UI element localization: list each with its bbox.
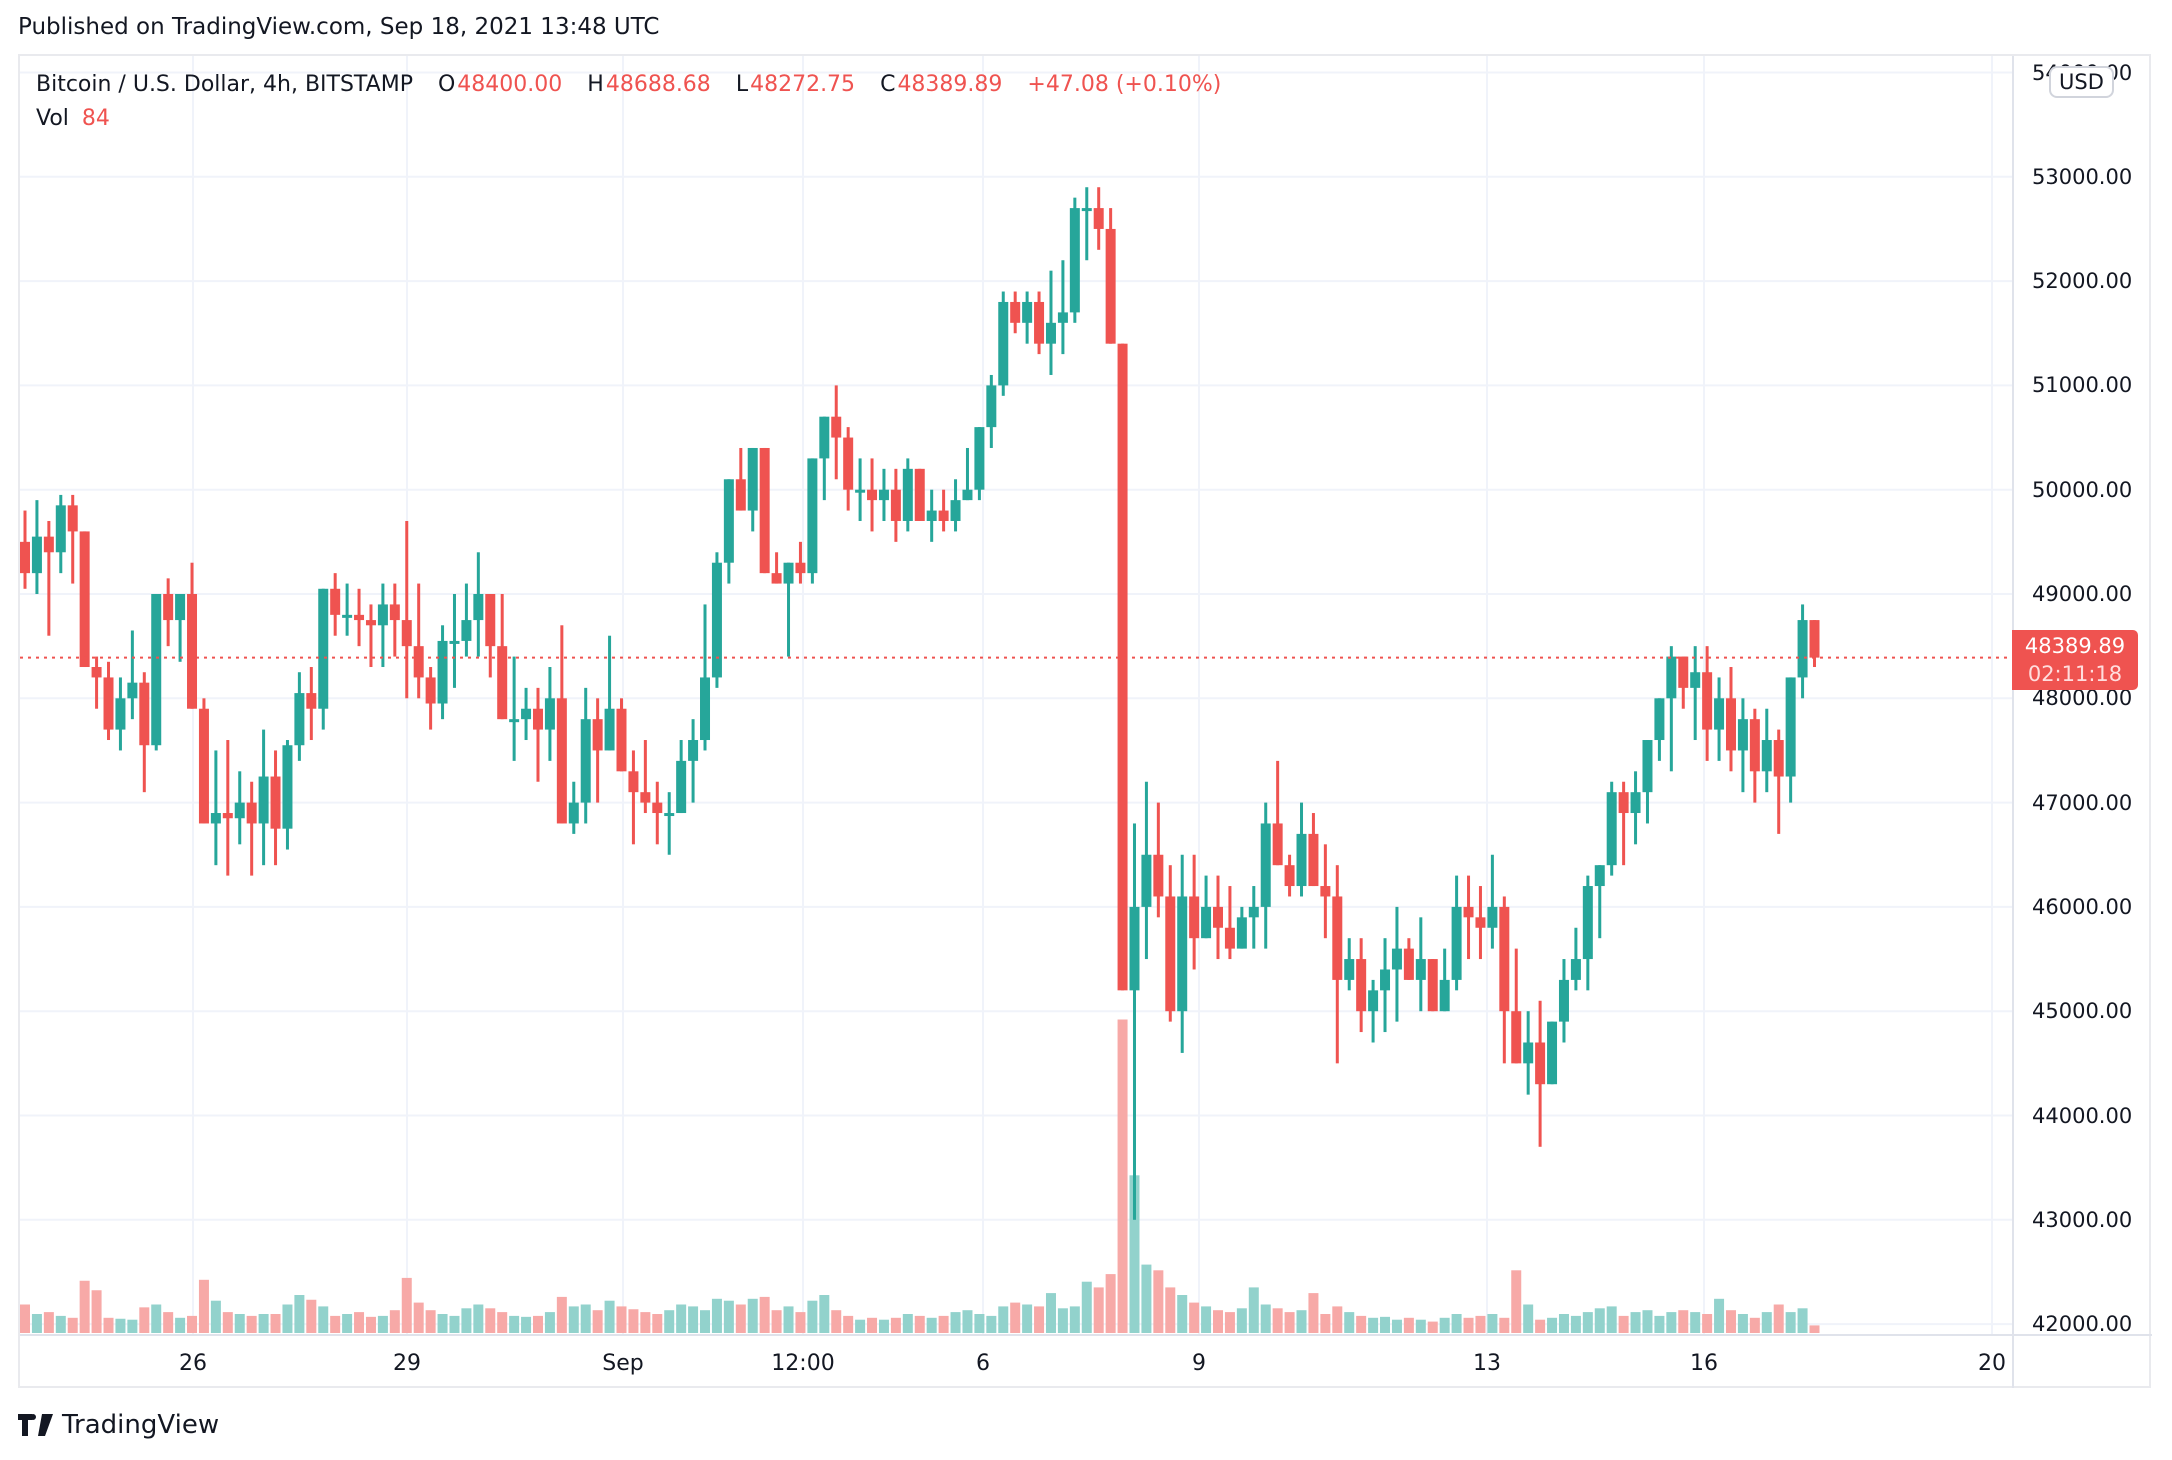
- chart-plot-area[interactable]: [20, 56, 2012, 1334]
- volume-legend: Vol 84: [36, 106, 110, 131]
- price-tick-label: 51000.00: [2032, 373, 2133, 398]
- price-tick-label: 45000.00: [2032, 999, 2133, 1024]
- time-tick-label: 13: [1473, 1351, 1501, 1376]
- volume-value: 84: [81, 106, 110, 131]
- last-price-label: 48389.89 02:11:18: [2012, 629, 2138, 690]
- price-tick-label: 50000.00: [2032, 477, 2133, 502]
- time-tick-label: 9: [1192, 1351, 1206, 1376]
- price-tick-label: 44000.00: [2032, 1103, 2133, 1128]
- time-tick-label: 26: [179, 1351, 207, 1376]
- price-tick-label: 47000.00: [2032, 790, 2133, 815]
- published-caption: Published on TradingView.com, Sep 18, 20…: [18, 14, 660, 40]
- price-tick-label: 42000.00: [2032, 1312, 2133, 1337]
- time-tick-label: 20: [1978, 1351, 2006, 1376]
- tradingview-logo-icon: [18, 1414, 53, 1436]
- candlestick-chart: [20, 56, 2012, 1334]
- price-tick-label: 53000.00: [2032, 164, 2133, 189]
- time-tick-label: Sep: [602, 1351, 644, 1376]
- open-value: 48400.00: [457, 72, 563, 97]
- chart-frame: [18, 54, 2151, 1388]
- change-value: +47.08 (+0.10%): [1027, 72, 1222, 97]
- low-value: 48272.75: [750, 72, 856, 97]
- price-tick-label: 52000.00: [2032, 269, 2133, 294]
- price-tick-label: 48000.00: [2032, 686, 2133, 711]
- open-label: O: [437, 72, 456, 97]
- price-tick-label: 43000.00: [2032, 1207, 2133, 1232]
- time-tick-label: 12:00: [771, 1351, 835, 1376]
- price-axis[interactable]: [2012, 56, 2152, 1334]
- ohlc-legend: Bitcoin / U.S. Dollar, 4h, BITSTAMP O484…: [36, 72, 1223, 97]
- symbol-title[interactable]: Bitcoin / U.S. Dollar, 4h, BITSTAMP: [36, 72, 413, 97]
- bar-countdown: 02:11:18: [2027, 661, 2123, 686]
- price-tick-label: 46000.00: [2032, 894, 2133, 919]
- high-label: H: [587, 72, 604, 97]
- price-tick-label: 49000.00: [2032, 582, 2133, 606]
- volume-label[interactable]: Vol: [36, 106, 69, 131]
- time-tick-label: 16: [1690, 1351, 1718, 1376]
- logo-text: TradingView: [62, 1410, 220, 1440]
- last-price-value: 48389.89: [2024, 633, 2126, 658]
- tradingview-logo[interactable]: TradingView: [18, 1410, 219, 1440]
- axis-corner: [2012, 1334, 2152, 1388]
- time-tick-label: 29: [393, 1351, 421, 1376]
- close-label: C: [880, 72, 896, 97]
- time-tick-label: 6: [976, 1351, 990, 1376]
- high-value: 48688.68: [605, 72, 711, 97]
- currency-badge[interactable]: USD: [2049, 66, 2114, 98]
- close-value: 48389.89: [897, 72, 1003, 97]
- time-axis[interactable]: [20, 1334, 2012, 1388]
- low-label: L: [735, 72, 749, 97]
